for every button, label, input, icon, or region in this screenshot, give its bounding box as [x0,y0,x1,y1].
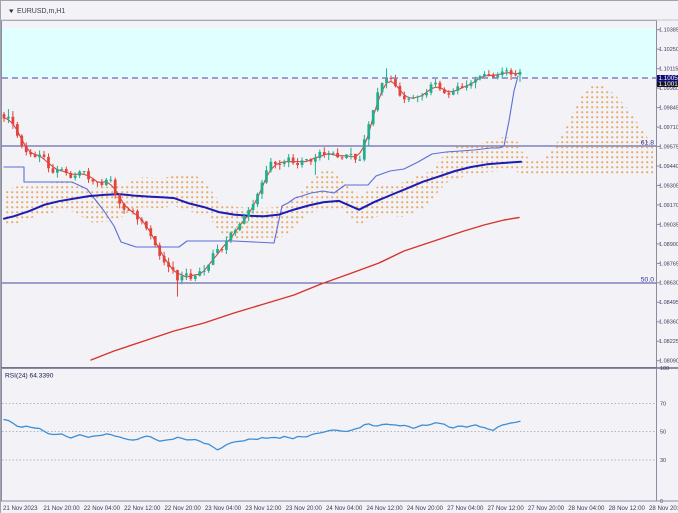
svg-text:1.09440: 1.09440 [659,164,678,170]
svg-text:28 Nov 04:00: 28 Nov 04:00 [568,505,605,512]
svg-text:1.10250: 1.10250 [659,47,678,53]
svg-text:27 Nov 12:00: 27 Nov 12:00 [488,505,525,512]
svg-text:100: 100 [660,366,669,372]
svg-text:1.09170: 1.09170 [659,203,678,209]
svg-text:0: 0 [660,499,663,505]
svg-text:1.08225: 1.08225 [659,339,678,345]
svg-text:30: 30 [660,458,666,464]
svg-text:50: 50 [660,429,666,435]
svg-text:27 Nov 04:00: 27 Nov 04:00 [447,505,484,512]
svg-text:1.08360: 1.08360 [659,320,678,326]
svg-text:23 Nov 04:00: 23 Nov 04:00 [205,505,242,512]
svg-text:22 Nov 12:00: 22 Nov 12:00 [124,505,161,512]
svg-text:61.8: 61.8 [641,139,654,146]
svg-text:1.08495: 1.08495 [659,300,678,306]
svg-text:1.08090: 1.08090 [659,359,678,365]
svg-text:1.09305: 1.09305 [659,183,678,189]
svg-text:50.0: 50.0 [641,276,654,283]
svg-text:1.08630: 1.08630 [659,281,678,287]
svg-text:23 Nov 20:00: 23 Nov 20:00 [286,505,323,512]
svg-text:70: 70 [660,401,666,407]
svg-text:EURUSD,m,H1: EURUSD,m,H1 [17,8,65,15]
svg-text:22 Nov 20:00: 22 Nov 20:00 [165,505,202,512]
svg-text:1.09575: 1.09575 [659,144,678,150]
svg-text:24 Nov 04:00: 24 Nov 04:00 [326,505,363,512]
svg-text:24 Nov 20:00: 24 Nov 20:00 [407,505,444,512]
svg-text:1.10385: 1.10385 [659,28,678,34]
svg-text:21 Nov 2023: 21 Nov 2023 [3,505,38,512]
svg-text:1.10115: 1.10115 [659,67,678,73]
svg-text:1.08900: 1.08900 [659,242,678,248]
svg-text:1.09845: 1.09845 [659,106,678,112]
svg-text:22 Nov 04:00: 22 Nov 04:00 [84,505,121,512]
svg-text:1.09035: 1.09035 [659,222,678,228]
svg-text:1.08765: 1.08765 [659,261,678,267]
svg-text:1.09710: 1.09710 [659,125,678,131]
svg-text:21 Nov 20:00: 21 Nov 20:00 [43,505,80,512]
svg-text:28 Nov 12:00: 28 Nov 12:00 [609,505,646,512]
svg-text:1.10013: 1.10013 [659,81,678,88]
svg-text:23 Nov 12:00: 23 Nov 12:00 [245,505,282,512]
svg-text:27 Nov 20:00: 27 Nov 20:00 [528,505,565,512]
svg-text:RSI(24) 64.3390: RSI(24) 64.3390 [5,372,54,379]
svg-text:24 Nov 12:00: 24 Nov 12:00 [366,505,403,512]
svg-text:28 Nov 20:00: 28 Nov 20:00 [649,505,678,512]
